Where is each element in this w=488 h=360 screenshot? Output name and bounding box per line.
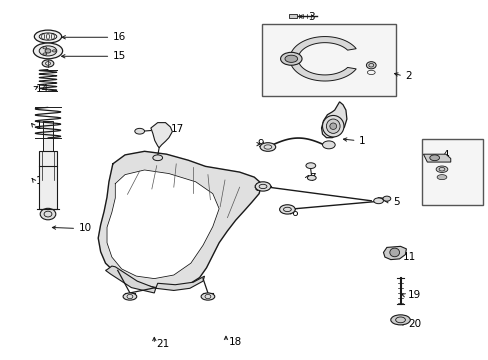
Bar bbox=[261, 24, 395, 96]
Ellipse shape bbox=[201, 293, 214, 300]
Ellipse shape bbox=[390, 315, 409, 325]
Text: 14: 14 bbox=[36, 84, 49, 94]
Ellipse shape bbox=[123, 293, 137, 300]
Text: 17: 17 bbox=[170, 124, 184, 134]
Text: 13: 13 bbox=[36, 121, 49, 131]
Ellipse shape bbox=[326, 119, 339, 134]
Ellipse shape bbox=[307, 175, 316, 180]
Text: 2: 2 bbox=[405, 71, 411, 81]
Ellipse shape bbox=[33, 43, 62, 59]
Ellipse shape bbox=[40, 208, 56, 220]
Text: 8: 8 bbox=[254, 183, 261, 193]
Polygon shape bbox=[423, 154, 450, 162]
Polygon shape bbox=[383, 246, 406, 260]
Bar bbox=[42, 121, 53, 151]
Ellipse shape bbox=[34, 30, 61, 43]
Text: 11: 11 bbox=[402, 252, 415, 262]
Ellipse shape bbox=[45, 49, 51, 53]
Ellipse shape bbox=[435, 166, 447, 172]
Ellipse shape bbox=[52, 50, 56, 52]
Text: 7: 7 bbox=[309, 173, 315, 183]
Ellipse shape bbox=[43, 47, 47, 49]
Ellipse shape bbox=[279, 205, 295, 214]
Bar bbox=[422, 139, 483, 205]
Ellipse shape bbox=[135, 129, 144, 134]
Polygon shape bbox=[98, 151, 261, 288]
Polygon shape bbox=[289, 37, 356, 81]
Polygon shape bbox=[151, 123, 172, 148]
Text: 5: 5 bbox=[392, 197, 399, 207]
Text: 6: 6 bbox=[290, 208, 297, 218]
Ellipse shape bbox=[382, 196, 390, 201]
Ellipse shape bbox=[39, 46, 57, 56]
Polygon shape bbox=[107, 170, 219, 279]
Ellipse shape bbox=[153, 155, 162, 161]
Ellipse shape bbox=[280, 52, 302, 65]
Text: 10: 10 bbox=[79, 224, 92, 233]
Ellipse shape bbox=[366, 62, 375, 69]
Ellipse shape bbox=[389, 248, 399, 257]
Polygon shape bbox=[156, 276, 204, 291]
Ellipse shape bbox=[322, 141, 334, 149]
Ellipse shape bbox=[42, 60, 54, 67]
Text: 16: 16 bbox=[113, 32, 126, 42]
Text: 18: 18 bbox=[228, 337, 241, 347]
Ellipse shape bbox=[329, 123, 336, 130]
Ellipse shape bbox=[43, 53, 47, 55]
Polygon shape bbox=[105, 266, 156, 293]
Text: 3: 3 bbox=[308, 12, 314, 22]
Text: 21: 21 bbox=[157, 339, 170, 349]
Text: 1: 1 bbox=[358, 136, 365, 145]
Ellipse shape bbox=[305, 163, 315, 168]
Text: 20: 20 bbox=[407, 319, 420, 329]
Ellipse shape bbox=[255, 182, 270, 191]
Text: 12: 12 bbox=[36, 176, 49, 186]
Text: 4: 4 bbox=[441, 150, 447, 160]
Bar bbox=[289, 14, 297, 18]
Bar bbox=[39, 151, 57, 209]
Ellipse shape bbox=[322, 116, 343, 137]
Text: 9: 9 bbox=[257, 139, 264, 149]
Text: 19: 19 bbox=[407, 291, 420, 301]
Ellipse shape bbox=[285, 55, 297, 62]
Ellipse shape bbox=[260, 143, 275, 151]
Ellipse shape bbox=[373, 198, 383, 204]
Ellipse shape bbox=[429, 155, 439, 161]
Text: 15: 15 bbox=[113, 51, 126, 61]
Polygon shape bbox=[321, 102, 346, 138]
Ellipse shape bbox=[436, 175, 446, 180]
